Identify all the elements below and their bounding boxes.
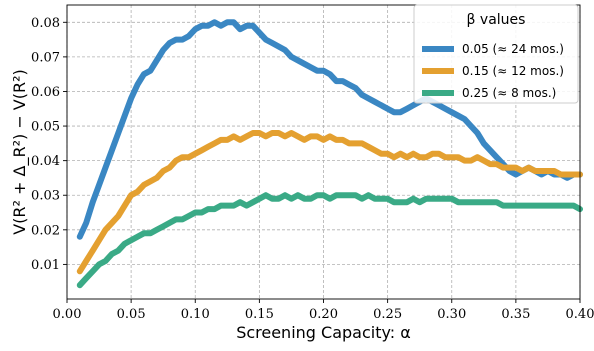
y-tick-label: 0.05 (31, 120, 60, 135)
legend-label-3: 0.25 (≈ 8 mos.) (462, 86, 556, 100)
legend: β values 0.05 (≈ 24 mos.) 0.15 (≈ 12 mos.… (413, 4, 579, 104)
x-tick-label: 0.20 (309, 307, 338, 322)
x-tick-label: 0.05 (117, 307, 146, 322)
y-tick-label: 0.03 (31, 189, 60, 204)
y-tick-label: 0.08 (31, 16, 60, 31)
y-tick-label: 0.01 (31, 258, 60, 273)
series-lines (76, 19, 583, 289)
legend-title: β values (467, 12, 526, 28)
series-line-3 (76, 192, 583, 289)
x-tick-label: 0.35 (501, 307, 530, 322)
x-tick-label: 0.00 (53, 307, 82, 322)
x-tick-label: 0.15 (245, 307, 274, 322)
series-line-2 (76, 130, 583, 275)
y-axis-label: V(R² + Δ_R²) − V(R²) (10, 69, 30, 235)
legend-label-2: 0.15 (≈ 12 mos.) (462, 64, 564, 78)
x-tick-label: 0.30 (437, 307, 466, 322)
y-tick-label: 0.04 (31, 154, 60, 169)
y-tick-label: 0.06 (31, 85, 60, 100)
legend-items: 0.05 (≈ 24 mos.) 0.15 (≈ 12 mos.) 0.25 (≈ … (422, 42, 564, 100)
x-tick-label: 0.10 (181, 307, 210, 322)
x-axis-ticks: 0.00 0.05 0.10 0.15 0.20 0.25 0.30 0.35 0.40 (53, 299, 594, 322)
series-line-1 (76, 19, 583, 240)
x-tick-label: 0.25 (373, 307, 402, 322)
y-tick-label: 0.02 (31, 223, 60, 238)
x-tick-label: 0.40 (566, 307, 594, 322)
y-axis-ticks: 0.01 0.02 0.03 0.04 0.05 0.06 0.07 0.08 (31, 16, 67, 273)
legend-box (413, 4, 579, 104)
legend-label-1: 0.05 (≈ 24 mos.) (462, 42, 564, 56)
x-axis-label: Screening Capacity: α (236, 323, 411, 342)
y-tick-label: 0.07 (31, 50, 60, 65)
